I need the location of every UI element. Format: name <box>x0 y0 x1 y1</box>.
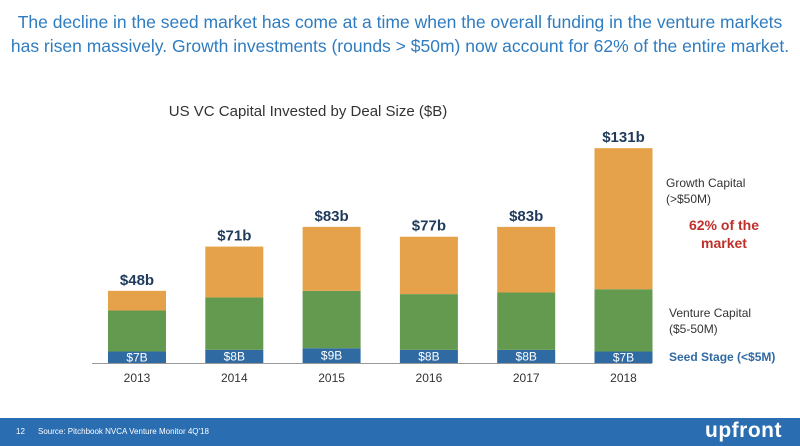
growth-share-callout: 62% of the market <box>666 216 782 252</box>
chart-title: US VC Capital Invested by Deal Size ($B) <box>168 103 448 120</box>
page-number: 12 <box>16 427 25 436</box>
footer-bar: 12 Source: Pitchbook NVCA Venture Monito… <box>0 418 800 446</box>
bar-seed-2016 <box>399 349 458 363</box>
total-label-2013: $48b <box>120 272 154 289</box>
bar-growth-2018 <box>594 148 653 290</box>
bar-venture-2018 <box>594 289 653 352</box>
bar-growth-2017 <box>497 226 556 293</box>
bar-seed-2014 <box>205 349 264 363</box>
seed-stage-label: Seed Stage (<$5M) <box>669 350 776 364</box>
seed-value-label-2014: $8B <box>224 349 245 363</box>
venture-capital-range: ($5-50M) <box>669 322 718 336</box>
x-tick-label-2015: 2015 <box>318 371 345 385</box>
seed-value-label-2018: $7B <box>613 350 634 364</box>
venture-capital-label: Venture Capital <box>669 306 752 320</box>
growth-share-line-1: 62% of the <box>688 217 759 233</box>
growth-share-line-2: market <box>701 235 747 251</box>
x-tick-label-2016: 2016 <box>416 371 443 385</box>
x-tick-label-2013: 2013 <box>124 371 151 385</box>
growth-capital-range: (>$50M) <box>666 192 712 206</box>
bar-venture-2015 <box>302 290 361 349</box>
total-label-2018: $131b <box>602 129 645 146</box>
seed-value-label-2015: $9B <box>321 349 342 363</box>
seed-value-label-2016: $8B <box>418 349 439 363</box>
x-tick-label-2018: 2018 <box>610 371 637 385</box>
headline-line-1: The decline in the seed market has come … <box>17 12 783 32</box>
upfront-logo: upfront <box>705 419 782 442</box>
bar-growth-2015 <box>302 226 361 291</box>
bar-seed-2013 <box>108 351 166 363</box>
bar-seed-2017 <box>497 349 556 363</box>
growth-capital-label: Growth Capital <box>666 176 746 190</box>
bar-venture-2016 <box>399 294 458 350</box>
bar-growth-2013 <box>108 290 166 311</box>
growth-capital-annotation: Growth Capital (>$50M) <box>666 175 745 207</box>
total-label-2016: $77b <box>412 218 446 235</box>
total-label-2017: $83b <box>509 208 543 225</box>
headline-line-2: has risen massively. Growth investments … <box>10 36 790 56</box>
total-label-2014: $71b <box>217 228 251 245</box>
source-note: Source: Pitchbook NVCA Venture Monitor 4… <box>38 427 209 436</box>
bar-seed-2015 <box>302 348 361 363</box>
x-tick-label-2017: 2017 <box>513 371 540 385</box>
bar-seed-2018 <box>594 351 653 363</box>
bar-growth-2016 <box>399 236 458 295</box>
bar-growth-2014 <box>205 246 264 298</box>
seed-value-label-2017: $8B <box>516 349 537 363</box>
seed-value-label-2013: $7B <box>126 350 147 364</box>
x-tick-label-2014: 2014 <box>221 371 248 385</box>
bar-venture-2013 <box>108 310 166 352</box>
bar-venture-2014 <box>205 297 264 350</box>
total-label-2015: $83b <box>314 208 348 225</box>
bar-venture-2017 <box>497 292 556 350</box>
venture-capital-annotation: Venture Capital ($5-50M) <box>669 305 751 337</box>
headline: The decline in the seed market has come … <box>0 10 800 58</box>
